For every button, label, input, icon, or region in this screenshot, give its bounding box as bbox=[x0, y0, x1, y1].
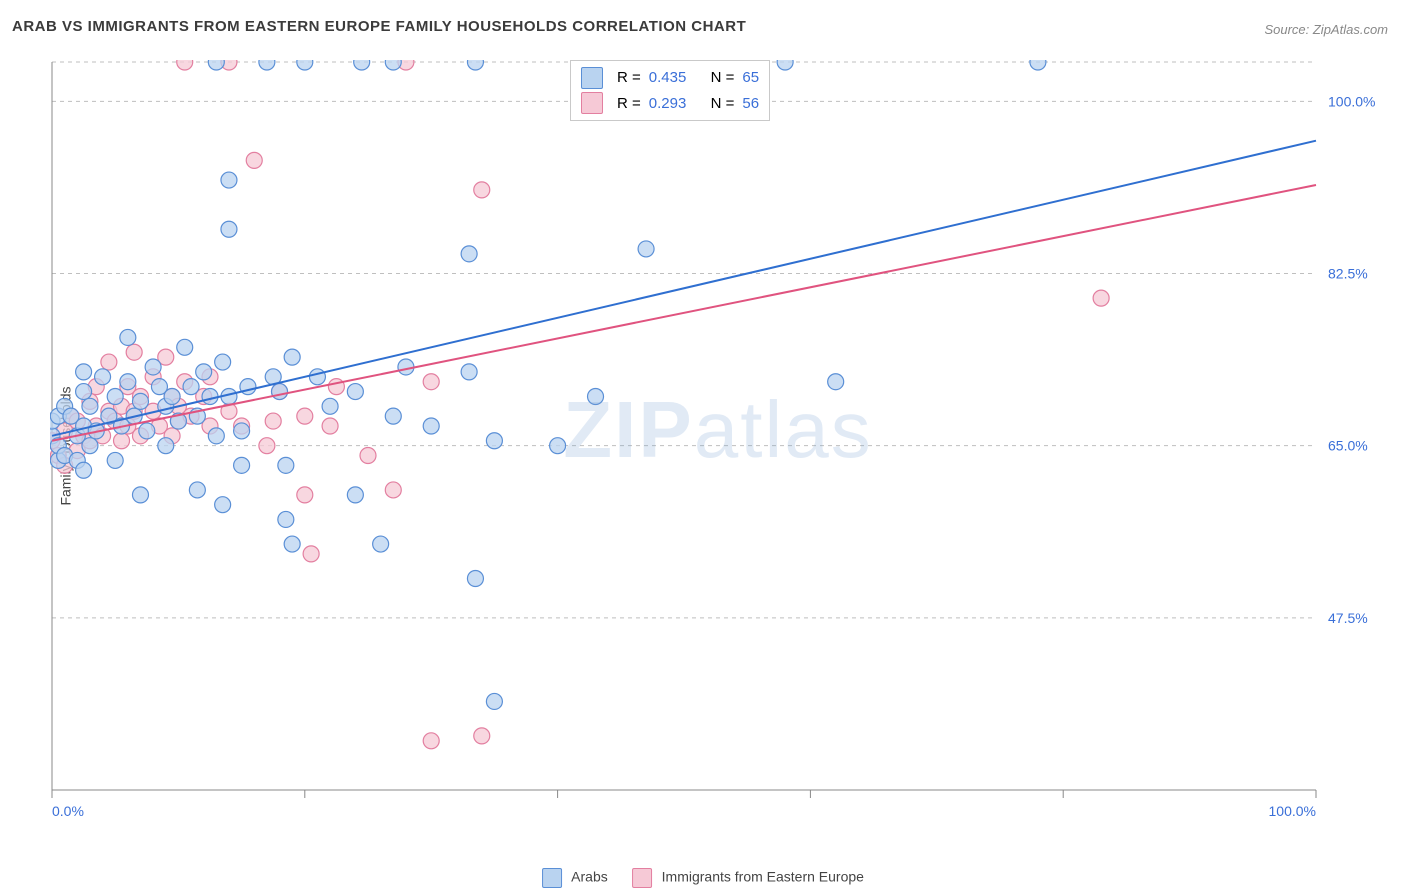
n-value-immigrants: 56 bbox=[742, 91, 759, 117]
chart-title: ARAB VS IMMIGRANTS FROM EASTERN EUROPE F… bbox=[12, 18, 746, 35]
legend-bottom: Arabs Immigrants from Eastern Europe bbox=[542, 868, 864, 888]
legend-item-arabs: Arabs bbox=[542, 868, 608, 888]
legend-swatch-immigrants bbox=[632, 868, 652, 888]
swatch-immigrants bbox=[581, 92, 603, 114]
stats-row-arabs: R = 0.435 N = 65 bbox=[581, 65, 759, 91]
source-label: Source: ZipAtlas.com bbox=[1264, 22, 1388, 37]
r-value-arabs: 0.435 bbox=[649, 65, 687, 91]
plot-area: 0.0%100.0%47.5%65.0%82.5%100.0% ZIPatlas bbox=[50, 60, 1386, 830]
svg-text:100.0%: 100.0% bbox=[1269, 803, 1316, 819]
legend-item-immigrants: Immigrants from Eastern Europe bbox=[632, 868, 864, 888]
swatch-arabs bbox=[581, 67, 603, 89]
svg-text:47.5%: 47.5% bbox=[1328, 610, 1368, 626]
svg-text:82.5%: 82.5% bbox=[1328, 266, 1368, 282]
n-value-arabs: 65 bbox=[742, 65, 759, 91]
svg-text:65.0%: 65.0% bbox=[1328, 438, 1368, 454]
r-value-immigrants: 0.293 bbox=[649, 91, 687, 117]
stats-legend: R = 0.435 N = 65 R = 0.293 N = 56 bbox=[570, 60, 770, 121]
legend-swatch-arabs bbox=[542, 868, 562, 888]
r-label: R = bbox=[617, 65, 641, 91]
legend-label-arabs: Arabs bbox=[571, 869, 608, 885]
stats-row-immigrants: R = 0.293 N = 56 bbox=[581, 91, 759, 117]
chart-frame: ARAB VS IMMIGRANTS FROM EASTERN EUROPE F… bbox=[0, 0, 1406, 892]
r-label: R = bbox=[617, 91, 641, 117]
svg-text:100.0%: 100.0% bbox=[1328, 93, 1375, 109]
legend-label-immigrants: Immigrants from Eastern Europe bbox=[662, 869, 864, 885]
scatter-svg: 0.0% 100.0% 47.5% 65.0% 82.5% 100.0% bbox=[50, 60, 1386, 830]
svg-text:0.0%: 0.0% bbox=[52, 803, 84, 819]
n-label: N = bbox=[711, 91, 735, 117]
n-label: N = bbox=[711, 65, 735, 91]
